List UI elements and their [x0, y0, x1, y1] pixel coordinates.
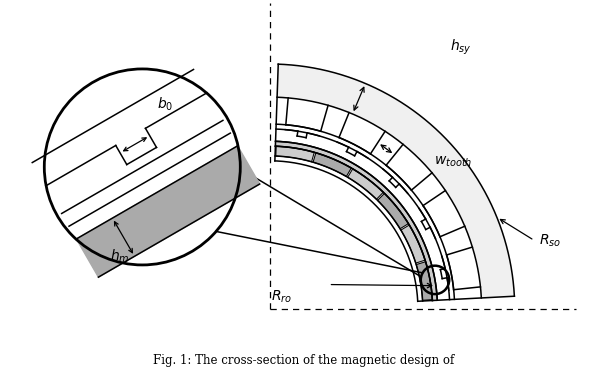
Text: $h_{sy}$: $h_{sy}$	[450, 37, 472, 57]
Polygon shape	[416, 262, 432, 300]
Polygon shape	[286, 98, 328, 131]
Polygon shape	[276, 146, 314, 162]
Text: Fig. 1: The cross-section of the magnetic design of: Fig. 1: The cross-section of the magneti…	[153, 354, 455, 367]
Text: $b_0$: $b_0$	[157, 95, 173, 113]
Polygon shape	[275, 141, 437, 301]
Polygon shape	[339, 113, 385, 154]
Polygon shape	[401, 225, 425, 263]
Text: $w_{tooth}$: $w_{tooth}$	[434, 155, 472, 169]
Polygon shape	[77, 146, 260, 277]
Text: $h_m$: $h_m$	[111, 247, 130, 265]
Text: $R_{so}$: $R_{so}$	[539, 232, 561, 249]
Polygon shape	[277, 64, 514, 298]
Text: $R_{ro}$: $R_{ro}$	[271, 289, 292, 305]
Polygon shape	[386, 144, 432, 190]
Polygon shape	[447, 247, 480, 290]
Polygon shape	[378, 194, 409, 229]
Polygon shape	[423, 191, 465, 237]
Polygon shape	[313, 153, 351, 177]
Polygon shape	[348, 169, 383, 199]
